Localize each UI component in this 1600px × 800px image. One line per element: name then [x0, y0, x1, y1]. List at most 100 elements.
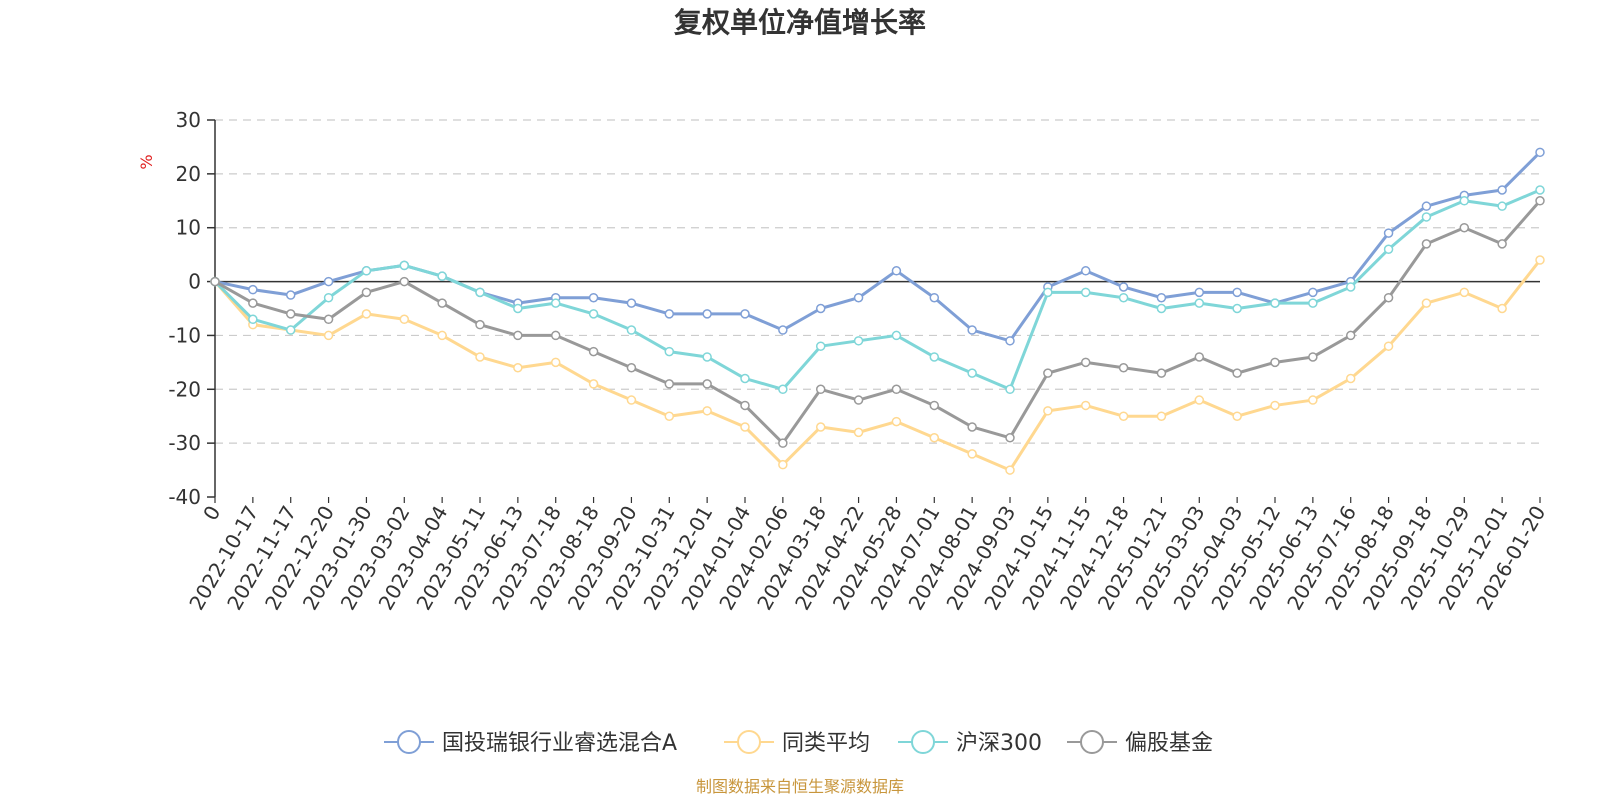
data-point	[437, 298, 447, 308]
data-point	[853, 427, 864, 438]
data-point	[323, 314, 334, 325]
data-point	[475, 287, 485, 298]
data-point	[361, 266, 372, 276]
data-point	[1005, 465, 1015, 475]
data-point	[361, 309, 372, 319]
series-line-2	[213, 259, 1542, 472]
data-point	[1383, 228, 1394, 238]
series-line-3	[213, 188, 1541, 391]
data-point	[399, 276, 410, 287]
data-point	[1156, 292, 1167, 303]
legend-item-4[interactable]: 偏股基金	[1067, 730, 1213, 756]
data-point	[1080, 287, 1091, 298]
data-point	[1118, 362, 1129, 373]
legend-circle-icon	[1080, 730, 1104, 754]
data-point	[588, 346, 599, 357]
data-point	[550, 357, 561, 368]
data-point	[323, 292, 334, 303]
legend-item-3[interactable]: 沪深300	[898, 730, 1042, 756]
legend-circle-icon	[911, 730, 935, 754]
data-point	[210, 276, 220, 287]
x-tick-label: 0	[198, 502, 225, 525]
data-point	[891, 416, 902, 427]
data-point	[1459, 196, 1470, 206]
y-tick-label: -40	[168, 485, 201, 509]
data-point	[1043, 406, 1053, 416]
data-point	[1535, 196, 1545, 206]
data-point	[664, 309, 675, 319]
data-point	[778, 438, 788, 448]
data-point	[588, 309, 599, 319]
data-point	[1459, 287, 1470, 298]
legend-item-2[interactable]: 同类平均	[724, 730, 870, 756]
legend-item-1[interactable]: 国投瑞银行业睿选混合A	[384, 730, 677, 756]
gridlines	[215, 119, 1540, 444]
y-tick-label: 30	[176, 108, 201, 132]
data-point	[248, 298, 258, 308]
data-point	[664, 411, 675, 421]
data-point	[929, 400, 940, 411]
axes	[214, 120, 1540, 497]
data-point	[1421, 298, 1432, 308]
data-point	[1043, 368, 1053, 378]
y-tick-label: -10	[168, 323, 201, 347]
data-point	[740, 400, 750, 411]
data-point	[815, 384, 826, 395]
data-point	[929, 352, 940, 362]
data-point	[1194, 395, 1205, 405]
data-point	[248, 284, 258, 295]
data-point	[285, 290, 296, 300]
data-point	[778, 325, 788, 335]
data-point	[1232, 287, 1242, 298]
data-point	[853, 395, 864, 405]
data-point	[1345, 282, 1356, 292]
data-point	[815, 341, 826, 351]
data-point	[664, 346, 675, 357]
data-point	[626, 395, 637, 405]
data-point	[815, 303, 826, 314]
data-point	[626, 298, 637, 308]
data-point	[1497, 201, 1507, 211]
data-point	[929, 292, 940, 303]
data-point	[1232, 368, 1242, 378]
data-point	[664, 379, 675, 389]
data-point	[1421, 212, 1432, 222]
data-point	[702, 406, 712, 416]
data-point	[740, 373, 750, 384]
legend-label: 偏股基金	[1125, 731, 1213, 756]
data-point	[626, 362, 637, 373]
data-point	[1497, 303, 1507, 314]
series-lines	[210, 147, 1545, 475]
data-point	[1497, 239, 1507, 249]
data-point	[967, 368, 977, 378]
legend-circle-icon	[737, 730, 761, 754]
data-point	[588, 292, 599, 303]
series-line-4	[214, 199, 1542, 445]
data-point	[1232, 411, 1242, 421]
data-point	[513, 330, 523, 341]
data-point	[1459, 222, 1470, 233]
data-point	[853, 292, 864, 303]
data-point	[778, 459, 788, 470]
data-point	[1005, 336, 1015, 346]
data-point	[740, 309, 750, 319]
data-point	[1270, 298, 1280, 308]
x-axis-ticks: 02022-10-172022-11-172022-12-202023-01-3…	[184, 497, 1550, 614]
legend-circle-icon	[397, 730, 421, 754]
data-point	[323, 276, 334, 287]
data-point	[702, 379, 712, 389]
legend-label: 国投瑞银行业睿选混合A	[442, 731, 677, 756]
data-point	[323, 330, 334, 341]
legend: 国投瑞银行业睿选混合A 同类平均 沪深300 偏股基金	[384, 730, 1213, 756]
data-point	[1118, 411, 1129, 421]
data-point	[891, 266, 902, 276]
data-point	[1383, 244, 1394, 255]
y-tick-label: -20	[168, 377, 201, 401]
data-point	[1383, 341, 1394, 351]
legend-label: 同类平均	[782, 731, 870, 756]
data-point	[1156, 303, 1167, 314]
data-point	[1194, 287, 1205, 298]
data-point	[1421, 239, 1432, 249]
data-point	[967, 422, 977, 432]
data-point	[399, 260, 410, 271]
